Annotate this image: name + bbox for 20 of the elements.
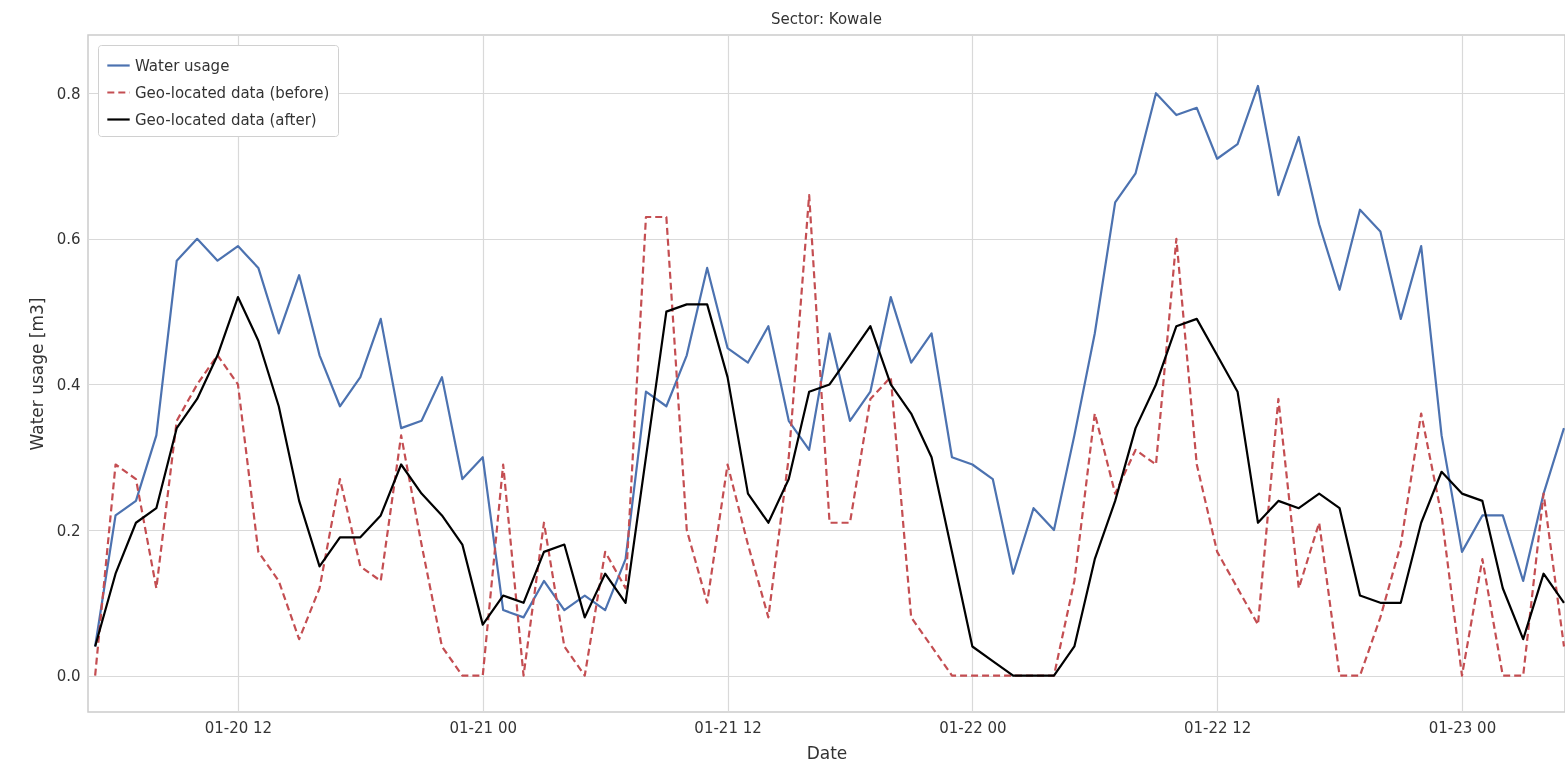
y-tick-label: 0.2 — [56, 521, 81, 540]
line-series — [94, 295, 1565, 677]
y-tick-label: 0.0 — [56, 667, 81, 686]
x-tick-label: 01-21 12 — [694, 718, 762, 737]
y-tick-label: 0.6 — [56, 230, 81, 249]
legend-label: Geo-located data (after) — [135, 110, 317, 129]
legend-label: Geo-located data (before) — [135, 83, 330, 102]
line-series — [94, 84, 1565, 648]
x-axis-title: Date — [806, 742, 848, 763]
legend-label: Water usage — [135, 56, 230, 75]
y-tick-label: 0.8 — [56, 84, 81, 103]
x-tick-label: 01-20 12 — [204, 718, 273, 737]
x-tick-label: 01-22 00 — [939, 718, 1007, 737]
line-series — [94, 194, 1565, 677]
x-tick-label: 01-23 00 — [1428, 718, 1497, 737]
x-tick-label: 01-21 00 — [449, 718, 517, 737]
y-tick-label: 0.4 — [56, 375, 81, 394]
y-axis-title: Water usage [m3] — [26, 297, 47, 451]
chart-title: Sector: Kowale — [771, 10, 882, 28]
x-tick-label: 01-22 12 — [1183, 718, 1252, 737]
